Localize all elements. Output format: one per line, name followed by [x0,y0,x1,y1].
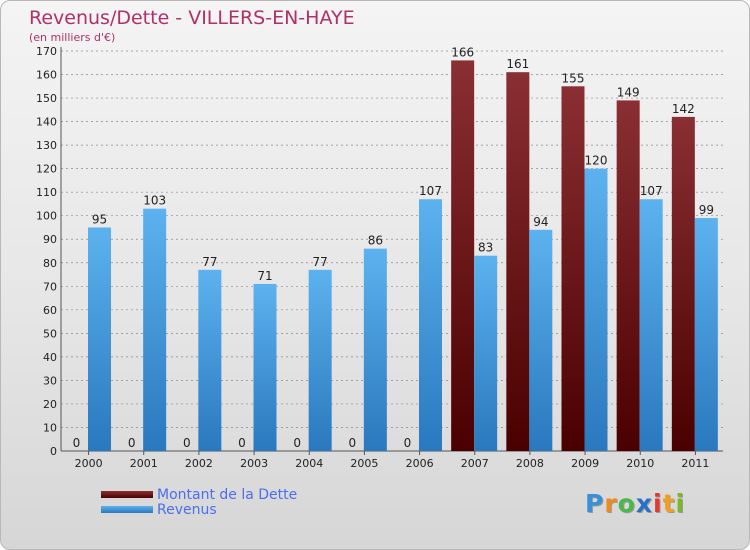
bar-revenus-2005 [363,248,387,451]
x-tick-label: 2011 [681,457,709,470]
bar-dette-2011 [671,116,695,451]
bar-revenus-2006 [419,199,442,451]
y-tick-label: 120 [36,163,57,176]
data-label-revenus: 103 [143,194,166,208]
y-tick-label: 170 [36,45,57,58]
x-tick-label: 2007 [461,457,489,470]
data-label-dette: 0 [128,436,136,450]
x-tick-label: 2001 [130,457,158,470]
y-tick-label: 10 [43,421,57,434]
bar-revenus-2001 [143,208,167,451]
logo-letter: P [585,489,605,518]
y-tick-label: 150 [36,92,57,105]
logo-letter: o [617,489,636,518]
y-tick-label: 110 [36,186,57,199]
bar-revenus-2000 [88,227,111,451]
data-label-revenus: 83 [478,241,493,255]
y-tick-label: 130 [36,139,57,152]
bar-revenus-2007 [474,255,498,451]
bar-dette-2007 [451,60,475,451]
x-tick-label: 2002 [185,457,213,470]
legend-item-dette: Montant de la Dette [101,486,298,503]
y-tick-label: 80 [43,257,57,270]
y-tick-label: 70 [43,280,57,293]
data-label-dette: 0 [238,436,246,450]
bar-dette-2009 [561,86,585,451]
x-tick-label: 2009 [571,457,599,470]
logo-letter: x [635,489,653,518]
y-tick-label: 20 [43,398,57,411]
y-tick-label: 60 [43,304,57,317]
data-label-revenus: 77 [313,255,328,269]
y-tick-label: 140 [36,116,57,129]
logo-letter: i [653,489,663,518]
bar-revenus-2008 [529,229,553,451]
x-tick-label: 2010 [626,457,654,470]
data-label-dette: 166 [451,45,474,59]
data-label-revenus: 86 [368,234,383,248]
data-label-dette: 0 [293,436,301,450]
logo-letter: r [604,489,618,518]
legend-swatch-dette [101,491,153,498]
chart-title: Revenus/Dette - VILLERS-EN-HAYE [29,7,355,29]
x-tick-label: 2000 [75,457,103,470]
legend-item-revenus: Revenus [101,501,297,518]
data-label-revenus: 107 [640,184,663,198]
x-tick-label: 2008 [516,457,544,470]
data-label-revenus: 99 [699,203,714,217]
data-label-revenus: 120 [585,154,608,168]
data-label-revenus: 107 [419,184,442,198]
bar-dette-2010 [616,100,640,451]
data-label-revenus: 71 [257,269,272,283]
data-label-revenus: 94 [533,215,548,229]
bar-dette-2008 [506,72,530,452]
x-tick-label: 2006 [406,457,434,470]
x-tick-label: 2005 [350,457,378,470]
data-label-dette: 149 [617,85,640,99]
data-label-revenus: 77 [202,255,217,269]
legend-label-dette: Montant de la Dette [157,486,298,503]
bar-revenus-2010 [639,199,663,451]
data-label-dette: 0 [404,436,412,450]
data-label-dette: 0 [73,436,81,450]
legend-label-revenus: Revenus [157,501,217,518]
bar-revenus-2011 [694,218,718,451]
y-tick-label: 40 [43,351,57,364]
bar-revenus-2003 [253,283,277,451]
data-label-dette: 161 [506,57,529,71]
logo-letter: t [662,489,676,518]
x-tick-label: 2003 [240,457,268,470]
data-label-dette: 155 [562,71,585,85]
legend-swatch-revenus [101,506,153,513]
data-label-dette: 0 [349,436,357,450]
bar-revenus-2009 [584,168,608,451]
y-tick-label: 30 [43,374,57,387]
x-tick-label: 2004 [295,457,323,470]
bar-revenus-2002 [198,269,222,451]
data-label-dette: 0 [183,436,191,450]
bar-revenus-2004 [308,269,332,451]
y-tick-label: 100 [36,210,57,223]
proxiti-logo: Proxiti [585,489,685,518]
chart-subtitle: (en milliers d'€) [29,31,116,44]
y-tick-label: 0 [50,445,57,458]
data-label-revenus: 95 [92,212,107,226]
logo-letter: i [675,489,686,518]
legend: Montant de la Dette Revenus [101,486,298,518]
y-tick-label: 90 [43,233,57,246]
y-tick-label: 160 [36,69,57,82]
data-label-dette: 142 [672,102,695,116]
y-tick-label: 50 [43,327,57,340]
